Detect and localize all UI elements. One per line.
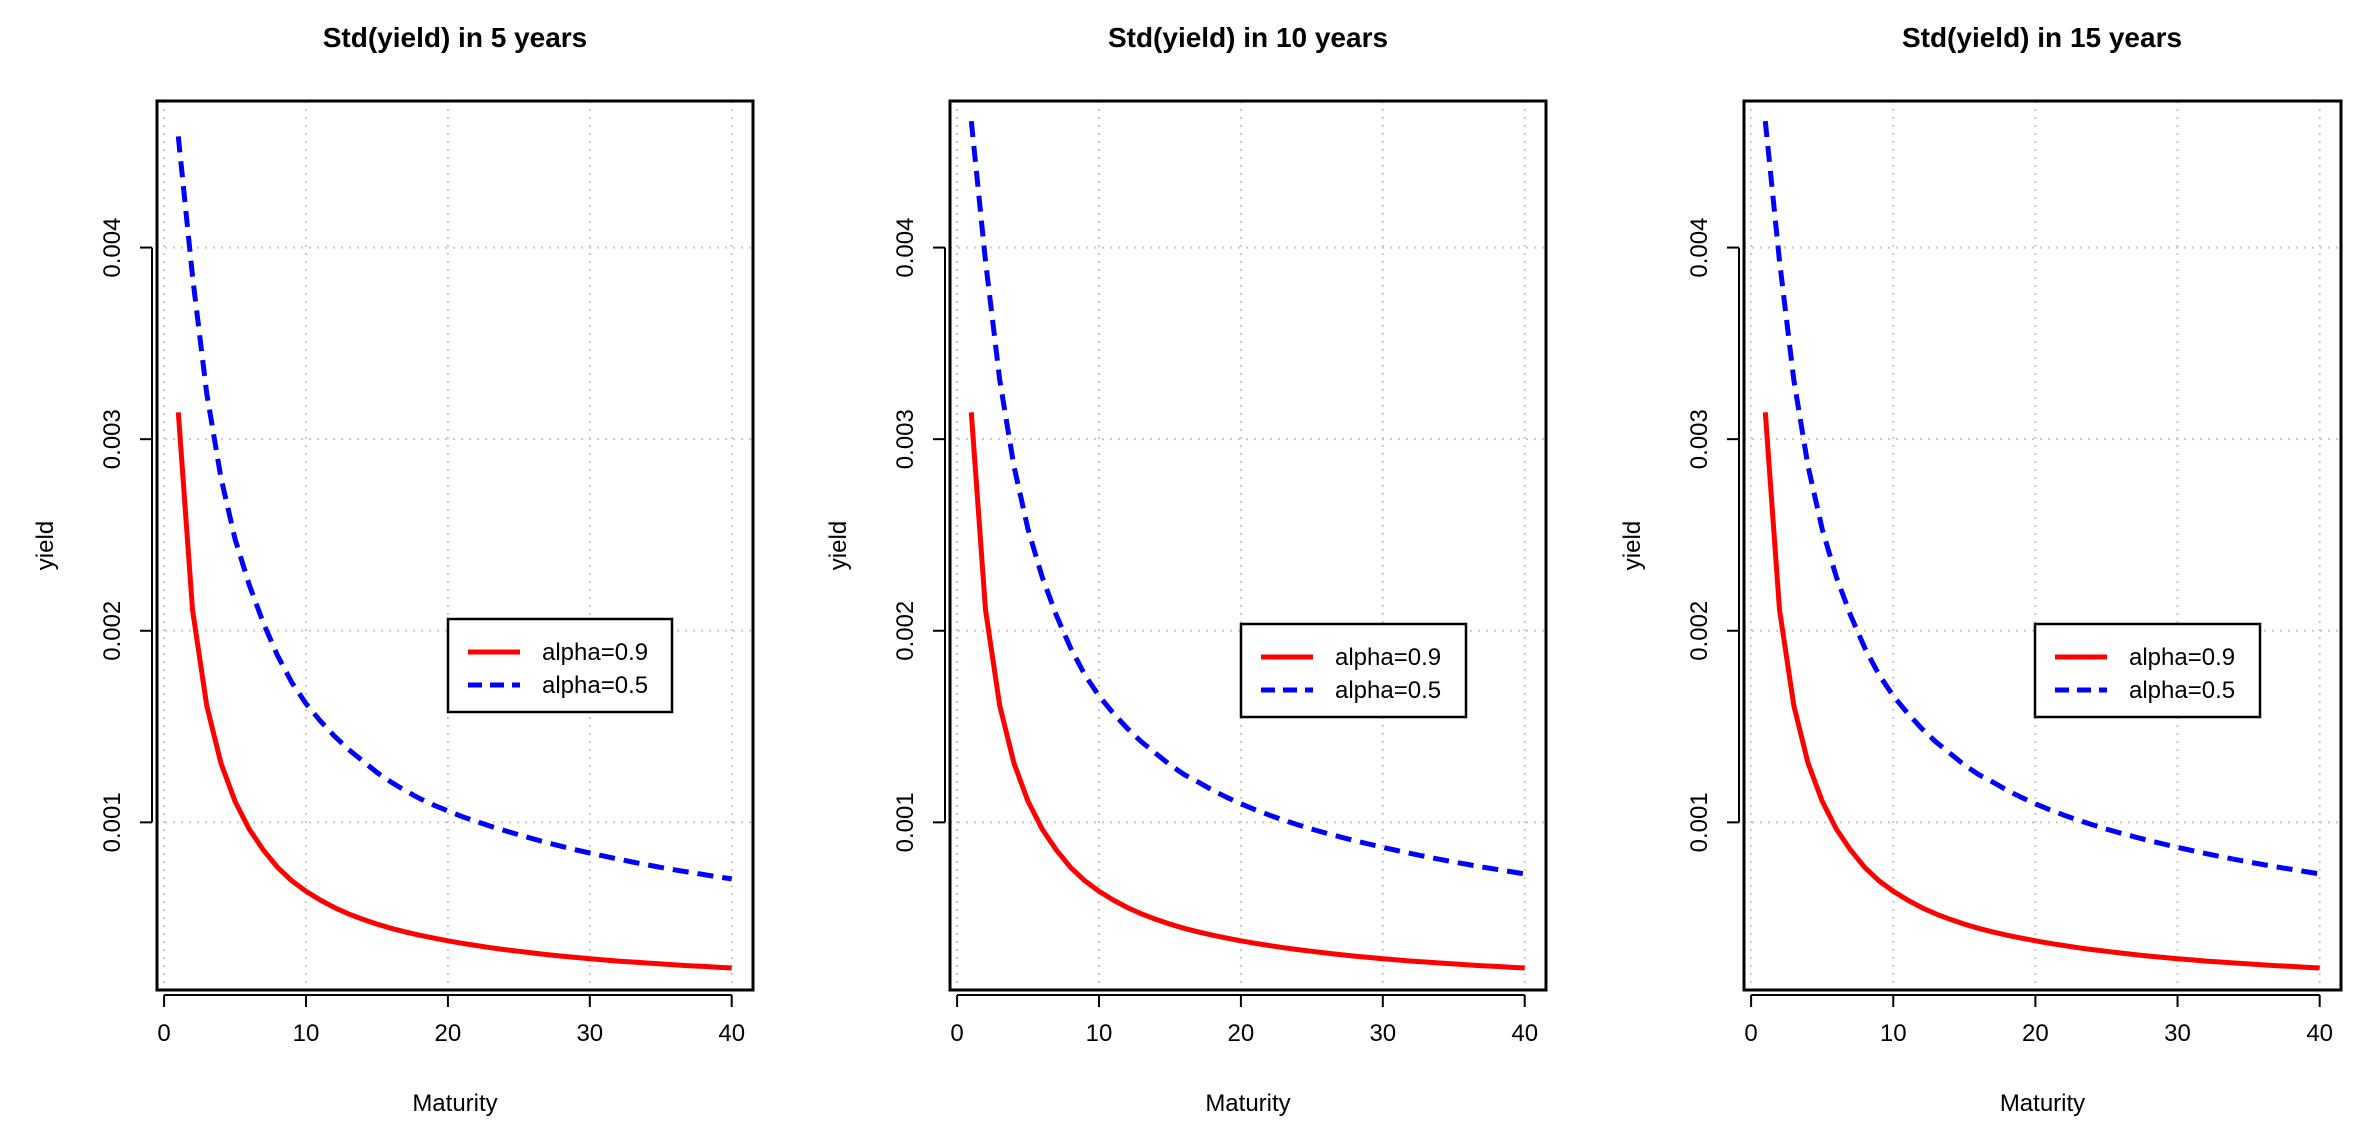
legend-label: alpha=0.9: [2129, 644, 2235, 671]
y-tick-label: 0.003: [892, 409, 919, 469]
series-line-alpha-0-5: [1762, 120, 2321, 877]
legend-label: alpha=0.9: [1335, 644, 1441, 671]
chart-title: Std(yield) in 5 years: [323, 22, 588, 53]
y-tick-label: 0.002: [892, 601, 919, 661]
legend: alpha=0.9 alpha=0.5: [446, 617, 674, 714]
y-tick-label: 0.004: [1686, 218, 1713, 278]
legend-box: [2033, 622, 2262, 719]
chart-panel-1: Std(yield) in 5 years 0 10 20 30 40 0.001 0.002…: [32, 22, 755, 1117]
x-tick-label: 10: [293, 1020, 320, 1047]
y-tick-label: 0.004: [99, 218, 126, 278]
plot-frame: [1742, 99, 2343, 992]
chart-panel-3: Std(yield) in 15 years 0 10 20 30 40 0.001 0.00…: [1619, 22, 2343, 1117]
legend-label: alpha=0.5: [542, 672, 648, 699]
series-line-alpha-0-9: [968, 412, 1525, 971]
chart-panel-2: Std(yield) in 10 years 0 10 20 30 40 0.001 0.00…: [825, 22, 1548, 1117]
x-tick-label: 20: [1228, 1020, 1255, 1047]
y-tick-label: 0.001: [892, 792, 919, 852]
legend: alpha=0.9 alpha=0.5: [1239, 622, 1468, 719]
x-tick-label: 30: [1369, 1020, 1396, 1047]
legend: alpha=0.9 alpha=0.5: [2033, 622, 2262, 719]
y-axis-label: yield: [1619, 521, 1646, 570]
series-line-alpha-0-9: [175, 412, 732, 971]
chart-title: Std(yield) in 15 years: [1902, 22, 2182, 53]
y-tick-label: 0.004: [892, 218, 919, 278]
legend-label: alpha=0.9: [542, 639, 648, 666]
plot-frame: [155, 99, 755, 992]
x-tick-label: 40: [1511, 1020, 1538, 1047]
x-axis-label: Maturity: [1205, 1090, 1290, 1117]
legend-label: alpha=0.5: [2129, 677, 2235, 704]
x-axis-label: Maturity: [412, 1090, 497, 1117]
y-axis-label: yield: [825, 521, 852, 570]
x-tick-label: 0: [950, 1020, 963, 1047]
legend-label: alpha=0.5: [1335, 677, 1441, 704]
series-line-alpha-0-9: [1762, 412, 2320, 971]
y-axis-label: yield: [32, 521, 59, 570]
x-tick-label: 10: [1086, 1020, 1113, 1047]
x-tick-label: 0: [157, 1020, 170, 1047]
x-tick-label: 40: [2306, 1020, 2333, 1047]
y-tick-label: 0.002: [1686, 601, 1713, 661]
y-tick-label: 0.001: [99, 792, 126, 852]
series-line-alpha-0-5: [175, 136, 733, 882]
legend-box: [1239, 622, 1468, 719]
x-tick-label: 20: [435, 1020, 462, 1047]
y-tick-label: 0.003: [1686, 409, 1713, 469]
x-axis-label: Maturity: [2000, 1090, 2085, 1117]
x-tick-label: 40: [718, 1020, 745, 1047]
y-tick-label: 0.002: [99, 601, 126, 661]
x-tick-label: 0: [1744, 1020, 1757, 1047]
legend-box: [446, 617, 674, 714]
plot-frame: [948, 99, 1548, 992]
y-tick-label: 0.003: [99, 409, 126, 469]
x-tick-label: 20: [2022, 1020, 2049, 1047]
y-tick-label: 0.001: [1686, 792, 1713, 852]
x-tick-label: 10: [1880, 1020, 1907, 1047]
chart-title: Std(yield) in 10 years: [1108, 22, 1388, 53]
x-tick-label: 30: [576, 1020, 603, 1047]
series-line-alpha-0-5: [968, 120, 1526, 877]
x-tick-label: 30: [2164, 1020, 2191, 1047]
